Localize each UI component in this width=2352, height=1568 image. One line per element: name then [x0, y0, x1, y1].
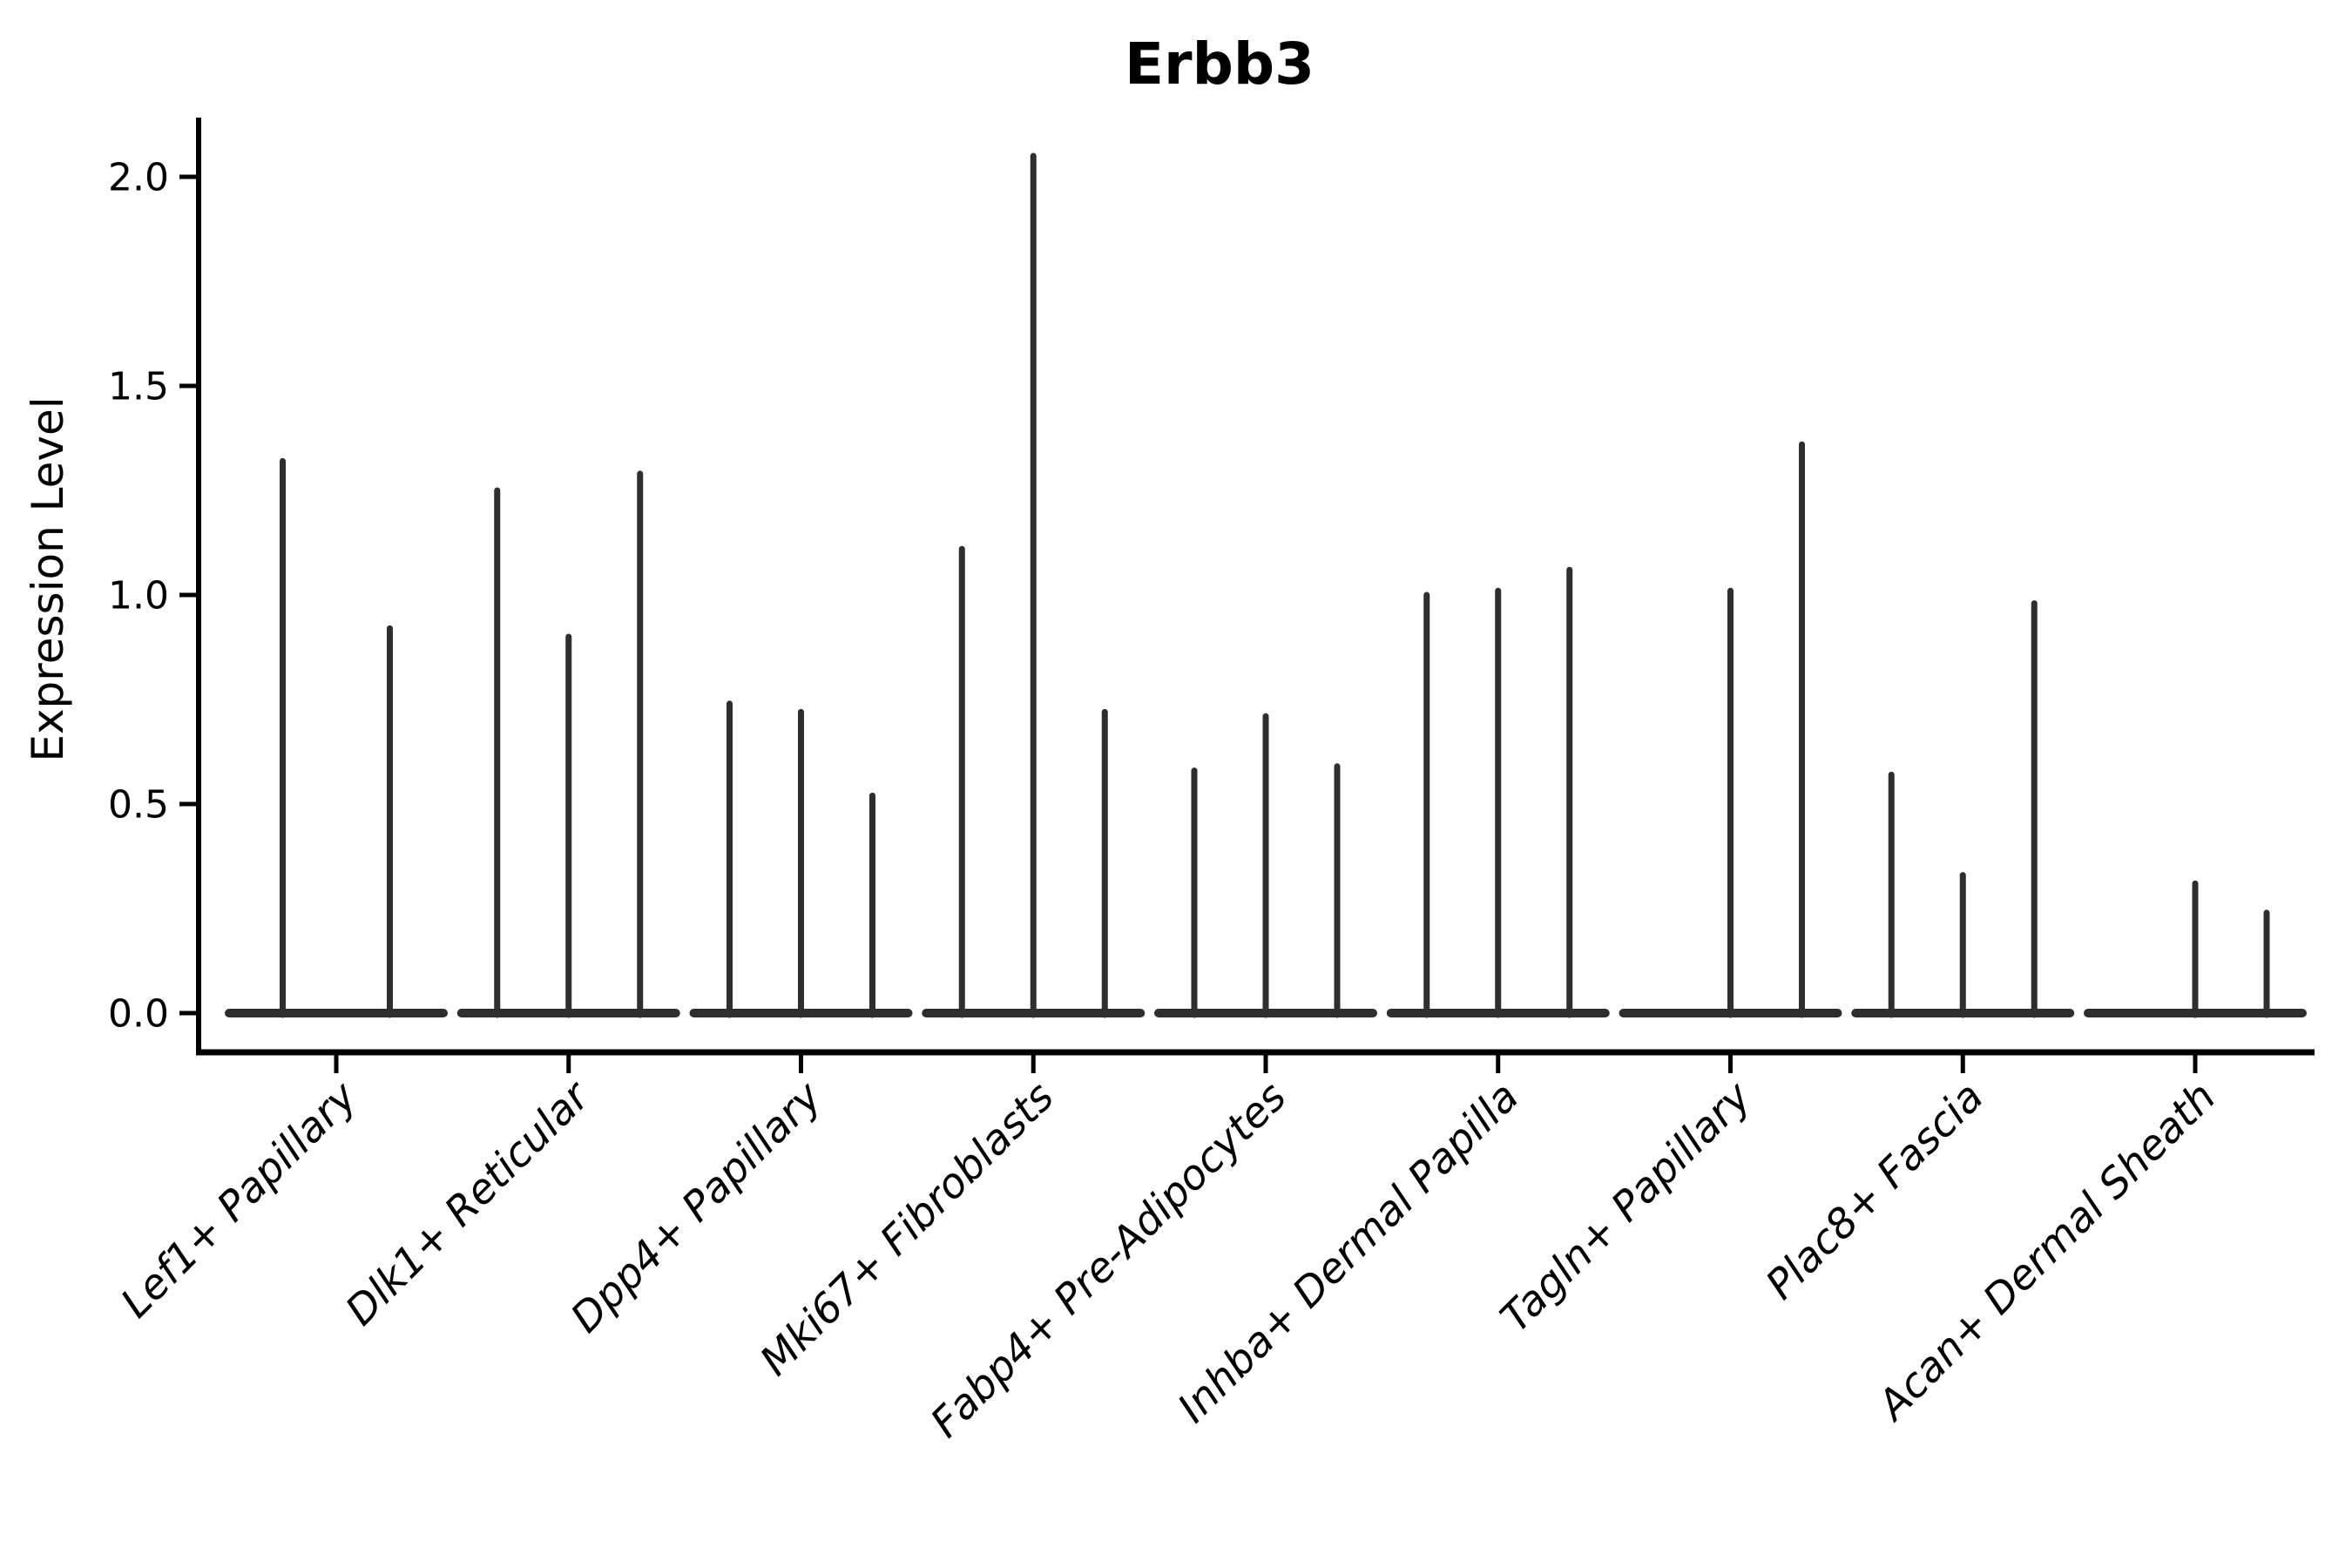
chart-title: Erbb3: [1125, 30, 1315, 98]
y-tick-label: 0.5: [108, 782, 169, 827]
x-tick-label: Dlk1+ Reticular: [336, 1071, 600, 1335]
x-tick-label: Lef1+ Papillary: [112, 1072, 367, 1328]
y-tick-label: 1.5: [108, 364, 169, 409]
y-tick-label: 1.0: [108, 573, 169, 618]
y-tick-label: 0.0: [108, 991, 169, 1036]
violins-layer: [225, 152, 2307, 1018]
y-axis-label: Expression Level: [23, 396, 73, 761]
x-tick-label: Tagln+ Papillary: [1491, 1072, 1761, 1342]
x-tick-label: Plac8+ Fascia: [1757, 1073, 1993, 1309]
y-axis-ticks: 0.0 0.5 1.0 1.5 2.0: [108, 155, 199, 1036]
x-tick-label: Dpp4+ Papillary: [562, 1072, 832, 1342]
y-tick-label: 2.0: [108, 155, 169, 199]
